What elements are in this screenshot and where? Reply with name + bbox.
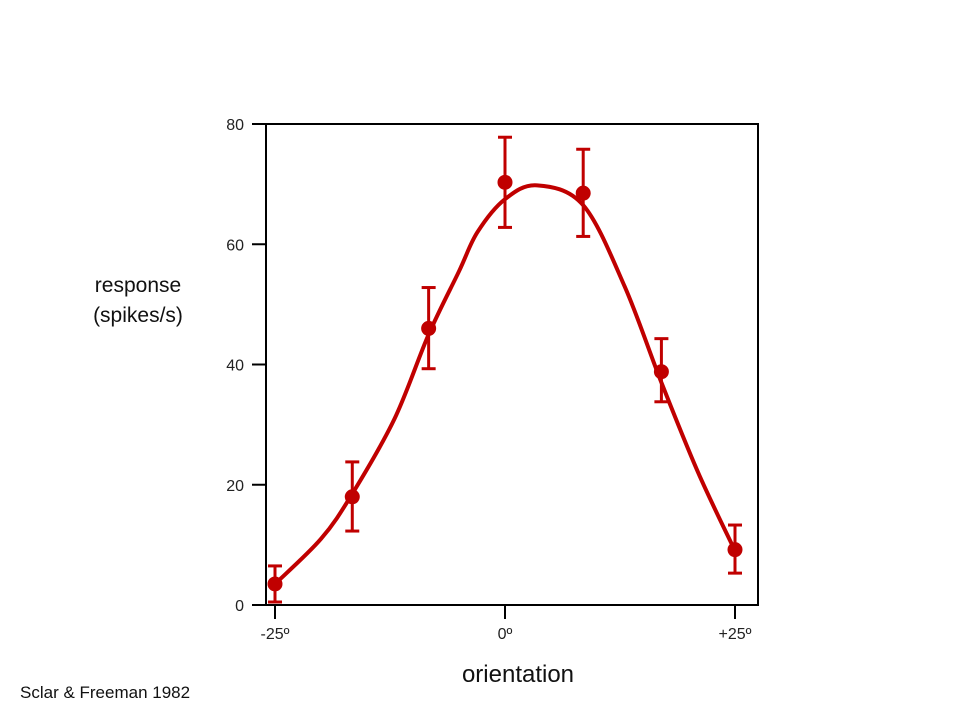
data-point [653,364,669,380]
fit-curve-line [273,183,737,586]
x-tick-label: +25º [719,626,752,643]
y-axis-title-line-1: response [95,274,181,297]
x-axis-ticks: -25º 0º +25º [261,605,752,643]
y-tick-label: 0 [235,598,244,615]
citation-text: Sclar & Freeman 1982 [20,683,191,702]
data-point [344,489,360,505]
x-tick-label: -25º [261,626,290,643]
data-point [421,320,437,336]
data-point [267,576,283,592]
data-point [497,174,513,190]
y-tick-label: 20 [226,478,244,495]
data-point [727,542,743,558]
y-tick-label: 60 [226,237,244,254]
error-bars-layer [268,135,742,604]
y-axis-ticks: 0 20 40 60 80 [226,117,266,615]
x-axis-title: orientation [462,661,574,688]
data-points-layer [267,174,743,592]
y-tick-label: 80 [226,117,244,134]
y-axis-title-line-2: (spikes/s) [93,304,183,327]
y-tick-label: 40 [226,358,244,375]
x-tick-label: 0º [498,626,513,643]
fit-curve-layer [273,183,737,586]
data-point [575,185,591,201]
